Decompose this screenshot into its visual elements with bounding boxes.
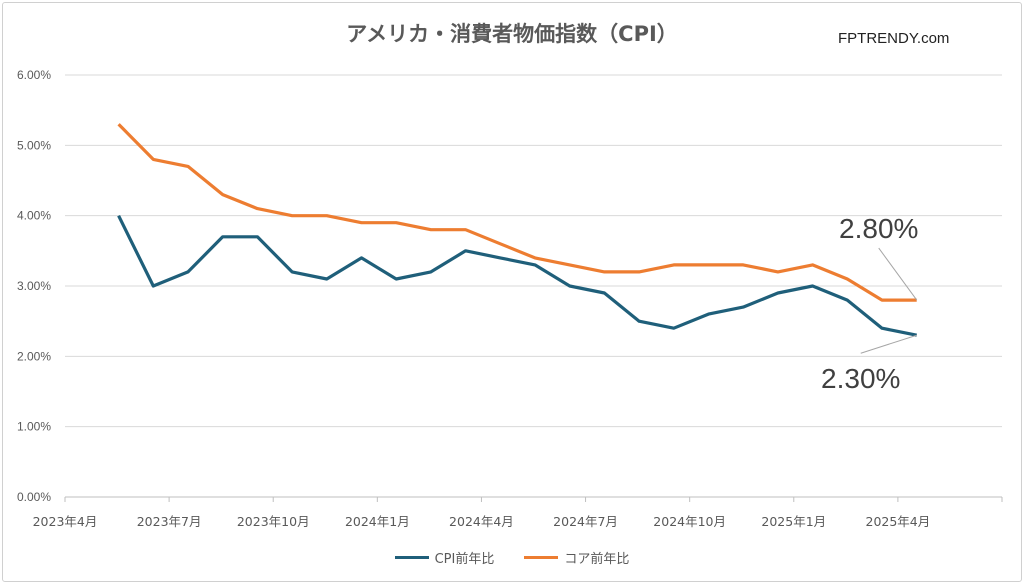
legend-item-cpi: CPI前年比 [394,548,495,567]
x-tick-label: 2023年10月 [237,514,310,529]
y-tick-label: 5.00% [17,138,51,152]
chart-title: アメリカ・消費者物価指数（CPI） [346,22,678,46]
x-tick-label: 2025年1月 [761,514,826,529]
chart-legend: CPI前年比 コア前年比 [0,548,1024,567]
legend-swatch-cpi [394,556,429,559]
series-line [117,214,918,337]
y-tick-label: 2.00% [17,349,51,363]
legend-swatch-core [524,556,559,559]
x-tick-label: 2024年4月 [449,514,514,529]
data-label: 2.80% [839,213,918,244]
x-tick-label: 2024年10月 [653,514,726,529]
legend-label-cpi: CPI前年比 [434,552,495,567]
legend-label-core: コア前年比 [564,552,630,567]
y-tick-label: 6.00% [17,68,51,82]
y-tick-label: 0.00% [17,490,51,504]
series-line [117,123,917,302]
legend-item-core: コア前年比 [524,548,629,567]
x-tick-label: 2024年7月 [553,514,618,529]
y-tick-label: 1.00% [17,420,51,434]
y-tick-label: 3.00% [17,279,51,293]
annotation-leader-line [878,247,918,301]
y-tick-label: 4.00% [17,209,51,223]
x-tick-label: 2025年4月 [866,514,931,529]
x-tick-label: 2023年7月 [137,514,202,529]
data-label: 2.30% [821,363,900,394]
annotation-leader-line [860,334,917,354]
x-tick-label: 2024年1月 [345,514,410,529]
watermark-text: FPTRENDY.com [838,30,950,47]
x-tick-label: 2023年4月 [33,514,98,529]
